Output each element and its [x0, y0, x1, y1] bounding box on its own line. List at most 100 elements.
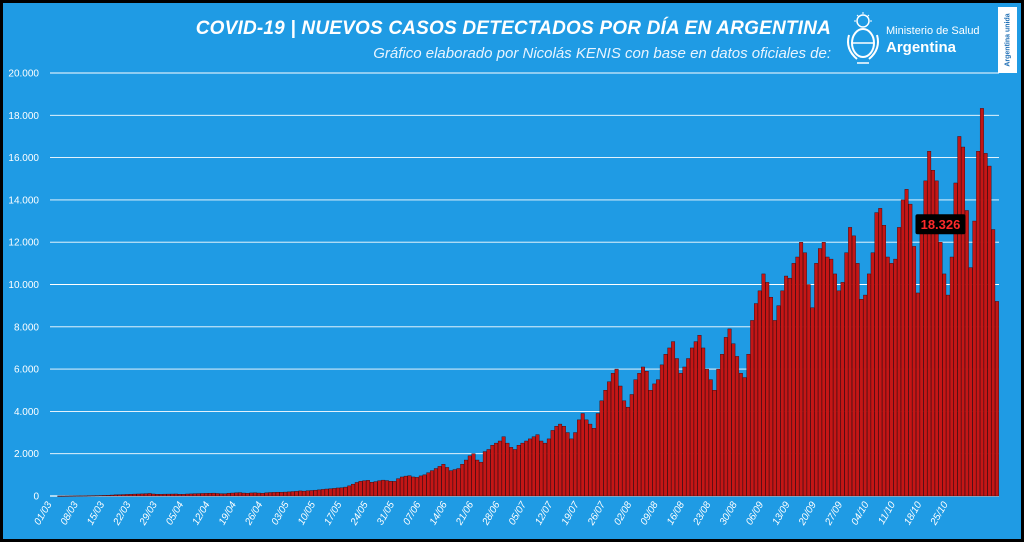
bar	[467, 455, 472, 497]
bar	[121, 494, 126, 497]
bar	[234, 492, 239, 497]
bar	[953, 182, 958, 497]
bar	[362, 480, 367, 497]
bar	[931, 170, 935, 497]
y-axis-ticks: 0 2.000 4.000 6.000 8.000 10.000 12.000 14.000 1…	[8, 69, 39, 503]
bar	[885, 256, 890, 497]
bar	[162, 493, 167, 497]
bar	[765, 282, 770, 497]
bar	[196, 493, 201, 497]
bar	[859, 299, 864, 497]
bar	[377, 480, 382, 497]
bar	[614, 368, 619, 497]
bar	[83, 495, 88, 497]
bar	[701, 347, 706, 497]
bar	[102, 495, 107, 497]
bar	[565, 432, 570, 497]
bar	[143, 493, 148, 497]
bar	[464, 459, 468, 497]
bar	[271, 492, 276, 497]
bar	[418, 475, 423, 497]
bar	[294, 491, 299, 497]
bar	[769, 296, 773, 497]
bar	[452, 469, 457, 497]
bar	[524, 440, 529, 497]
bar	[403, 475, 408, 497]
bar	[392, 481, 397, 497]
bar	[659, 364, 664, 497]
bar	[309, 490, 314, 497]
peak-callout: 18.326	[915, 214, 966, 235]
bar	[648, 390, 653, 497]
bar	[870, 252, 875, 497]
bar	[407, 475, 412, 497]
x-tick-label: 29/03	[137, 500, 160, 528]
bar	[437, 466, 442, 497]
bar	[652, 383, 657, 497]
bar	[731, 343, 736, 497]
bar	[776, 305, 781, 497]
bar	[814, 263, 819, 497]
bar	[866, 273, 871, 497]
bar	[622, 400, 627, 497]
peak-callout-box	[915, 214, 966, 235]
bar	[192, 493, 197, 497]
bar	[471, 453, 476, 497]
bar	[400, 476, 404, 497]
bar	[433, 468, 438, 497]
bar	[595, 413, 600, 497]
bar	[607, 381, 612, 497]
bar	[942, 273, 947, 497]
bar	[177, 494, 182, 497]
bar	[298, 490, 303, 497]
bar	[189, 493, 194, 497]
x-tick-label: 24/05	[348, 500, 371, 528]
chart-title: COVID-19 | NUEVOS CASOS DETECTADOS POR D…	[195, 18, 831, 39]
y-tick-label: 18.000	[8, 111, 39, 122]
x-tick-label: 13/09	[771, 500, 793, 528]
bar	[900, 199, 905, 497]
coat-of-arms-icon	[847, 12, 879, 64]
bar	[674, 358, 679, 497]
bar	[264, 492, 269, 497]
ministry-label: Ministerio de Salud	[886, 25, 980, 37]
bar	[893, 258, 898, 497]
bar	[833, 273, 837, 497]
bar	[268, 492, 273, 497]
bar	[641, 366, 645, 497]
x-tick-label: 11/10	[876, 500, 898, 527]
bar	[882, 225, 886, 497]
bar	[599, 400, 604, 497]
bar	[369, 482, 374, 497]
x-tick-label: 14/06	[428, 500, 450, 528]
bar	[373, 481, 378, 497]
bar	[904, 189, 909, 497]
bar	[912, 246, 917, 497]
bar	[106, 495, 111, 497]
y-tick-label: 16.000	[8, 153, 39, 164]
bar	[742, 377, 747, 497]
bars	[57, 108, 999, 497]
bar	[723, 337, 728, 497]
bar	[448, 470, 453, 497]
bar	[445, 467, 450, 497]
bar	[897, 227, 901, 497]
x-tick-label: 07/06	[401, 500, 423, 528]
y-tick-label: 8.000	[14, 322, 39, 333]
bar	[543, 442, 547, 497]
bar	[836, 290, 841, 497]
y-tick-label: 14.000	[8, 195, 39, 206]
bar	[441, 464, 446, 497]
bar	[505, 442, 510, 497]
bar	[132, 493, 137, 497]
x-tick-label: 12/04	[191, 500, 213, 528]
x-tick-label: 16/08	[665, 500, 687, 528]
bar	[561, 426, 566, 497]
bar	[580, 413, 585, 497]
bar	[366, 480, 370, 497]
bar	[328, 488, 333, 497]
x-tick-label: 04/10	[850, 500, 872, 528]
bar	[874, 212, 879, 497]
bar	[667, 347, 672, 497]
bar	[682, 366, 687, 497]
